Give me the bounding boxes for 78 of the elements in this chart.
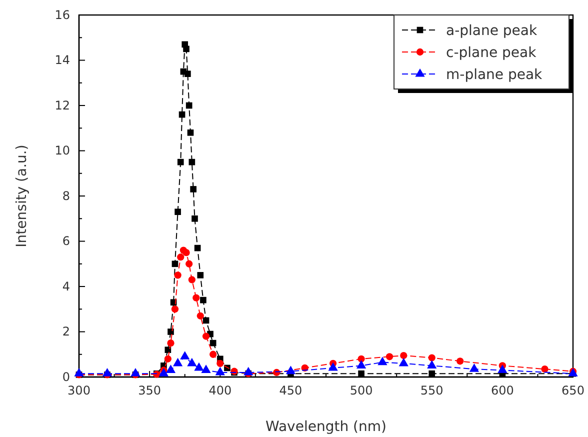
x-tick-label: 550: [420, 384, 444, 398]
point: [194, 362, 204, 371]
point: [215, 366, 225, 376]
x-axis-title: Wavelength (nm): [266, 419, 386, 435]
y-tick-label: 14: [54, 53, 70, 68]
point: [172, 260, 178, 268]
x-tick-label: 600: [490, 384, 514, 398]
point: [358, 355, 365, 362]
point: [186, 102, 192, 109]
point: [400, 352, 408, 360]
point: [102, 368, 112, 376]
y-tick-label: 4: [62, 279, 70, 294]
y-tick-label: 0: [62, 370, 70, 384]
legend-label: a-plane peak: [446, 23, 538, 39]
point: [196, 312, 204, 320]
point: [178, 111, 186, 118]
point: [188, 158, 196, 166]
y-tick-label: 2: [62, 324, 70, 339]
x-tick-label: 350: [138, 384, 162, 398]
point: [183, 46, 190, 52]
y-axis-title: Intensity (a.u.): [14, 144, 30, 248]
x-tick-label: 400: [208, 384, 232, 398]
x-tick-label: 500: [350, 384, 373, 398]
point: [328, 362, 338, 371]
y-tick-label: 6: [62, 234, 70, 248]
point: [164, 355, 172, 362]
y-tick-label: 8: [62, 188, 70, 203]
point: [74, 368, 84, 376]
point: [187, 129, 194, 136]
point: [200, 296, 206, 304]
point: [358, 370, 364, 377]
x-tick-label: 650: [562, 384, 584, 398]
y-tick-label: 10: [54, 144, 70, 158]
point: [171, 306, 179, 313]
point: [187, 358, 197, 366]
y-tick-label: 16: [54, 8, 70, 22]
point: [168, 328, 174, 335]
point: [177, 254, 184, 261]
point: [216, 360, 224, 367]
point: [398, 358, 408, 366]
point: [158, 368, 168, 376]
legend-label: c-plane peak: [446, 45, 538, 61]
point: [174, 208, 181, 215]
point: [386, 353, 394, 360]
point: [172, 358, 183, 366]
point: [202, 332, 210, 340]
point: [210, 350, 217, 358]
point: [177, 158, 184, 166]
point: [428, 370, 436, 377]
point: [188, 276, 196, 284]
point: [186, 260, 193, 268]
point: [378, 356, 388, 366]
point: [180, 351, 190, 360]
y-tick-label: 12: [54, 98, 70, 112]
point: [167, 340, 174, 347]
point: [192, 294, 200, 302]
point: [456, 358, 464, 365]
point: [192, 215, 198, 222]
point: [427, 360, 437, 368]
point: [541, 366, 548, 373]
point: [498, 364, 508, 373]
point: [190, 186, 196, 192]
point: [174, 272, 182, 279]
point: [194, 244, 201, 252]
point: [244, 366, 254, 376]
point: [182, 249, 190, 256]
point: [197, 272, 204, 278]
legend-label: m-plane peak: [446, 67, 544, 83]
point: [130, 368, 140, 376]
point: [166, 364, 176, 373]
point: [469, 364, 480, 372]
point: [184, 70, 191, 77]
x-tick-label: 450: [279, 384, 302, 398]
point: [201, 364, 211, 373]
point: [428, 354, 436, 362]
x-tick-label: 300: [68, 384, 90, 398]
point: [356, 360, 366, 368]
point: [286, 366, 296, 374]
